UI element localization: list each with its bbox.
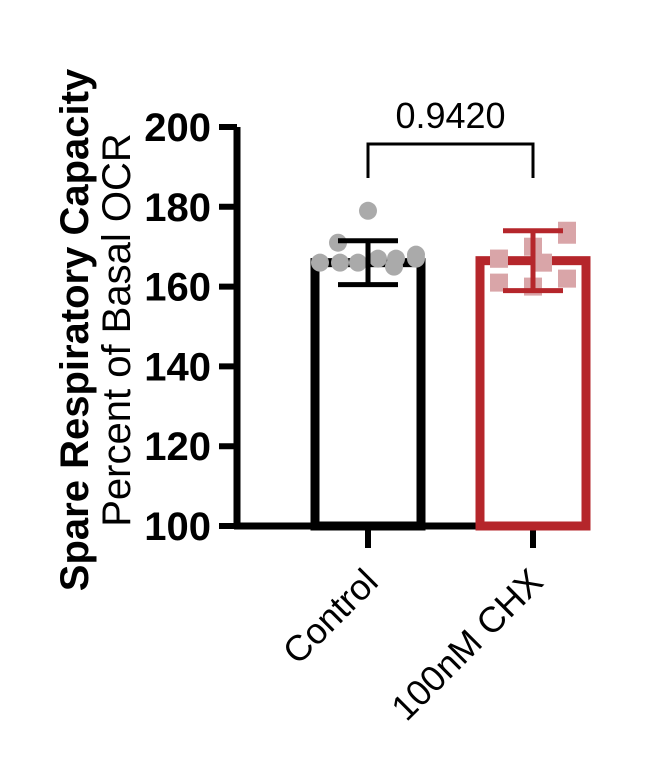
- bar-chx: [475, 256, 591, 531]
- error-bars: [338, 228, 563, 294]
- significance-bracket: 0.9420: [366, 95, 535, 178]
- y-tick-label: 160: [144, 266, 211, 310]
- data-point: [385, 257, 403, 276]
- y-tick-label: 200: [144, 106, 211, 150]
- y-tick-label: 120: [144, 425, 211, 469]
- data-points: [311, 201, 576, 296]
- data-point: [490, 249, 508, 268]
- y-axis-label-line2: Percent of Basal OCR: [95, 133, 139, 527]
- y-tick-label: 180: [144, 186, 211, 230]
- data-point: [349, 253, 367, 272]
- category-label: 100nM CHX: [383, 561, 551, 729]
- data-point: [331, 253, 349, 272]
- p-value-label: 0.9420: [395, 95, 505, 136]
- data-point: [359, 201, 377, 220]
- data-point: [534, 253, 552, 272]
- y-tick-label: 100: [144, 505, 211, 549]
- bars: [310, 256, 591, 531]
- bar-control: [310, 258, 426, 531]
- data-point: [311, 253, 329, 272]
- data-point: [490, 273, 508, 292]
- y-axis-label-2: Percent of Basal OCR: [95, 133, 139, 527]
- significance-line: [366, 142, 535, 178]
- y-axis-label: Spare Respiratory Capacity: [53, 68, 97, 591]
- category-label: Control: [275, 561, 386, 672]
- data-point: [558, 269, 576, 288]
- data-point: [407, 245, 425, 264]
- y-axis-label-line1: Spare Respiratory Capacity: [53, 68, 97, 591]
- y-tick-label: 140: [144, 345, 211, 389]
- data-point: [369, 249, 387, 268]
- axes: 100 120 140 160 180 200: [144, 106, 580, 549]
